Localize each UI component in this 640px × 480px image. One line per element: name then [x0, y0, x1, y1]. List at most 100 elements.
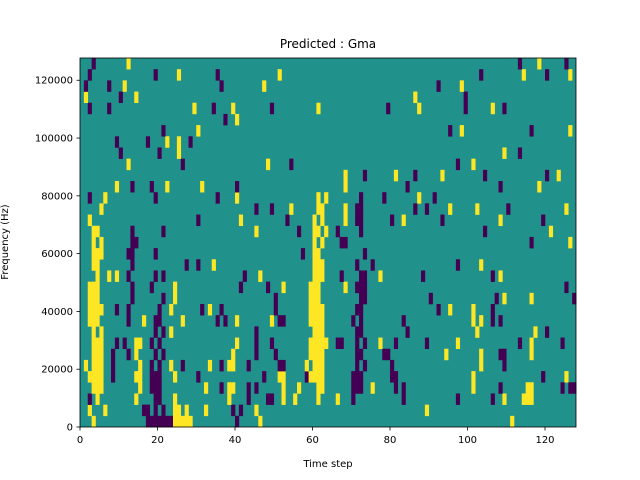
heatmap-cell [87, 69, 92, 81]
heatmap-cell [304, 359, 309, 372]
heatmap-cell [564, 281, 569, 294]
heatmap-cell [83, 80, 89, 92]
heatmap-cell [316, 192, 321, 204]
heatmap-cell [564, 58, 569, 70]
heatmap-cell [510, 415, 515, 428]
heatmap-cell [459, 125, 464, 137]
heatmap-cell [149, 337, 154, 350]
heatmap-cell [142, 315, 147, 327]
heatmap-cell [114, 337, 120, 350]
heatmap-cell [99, 203, 104, 215]
heatmap-cell [355, 359, 360, 372]
heatmap-cell [335, 225, 340, 238]
x-tick-label: 60 [306, 435, 319, 446]
heatmap-cell [281, 382, 286, 394]
heatmap-cell [308, 292, 321, 305]
heatmap-cell [254, 404, 259, 417]
heatmap-cell [517, 337, 523, 350]
heatmap-cell [118, 147, 123, 159]
heatmap-cell [277, 371, 286, 383]
heatmap-cell [91, 348, 104, 361]
heatmap-cell [126, 304, 131, 316]
heatmap-cell [440, 214, 445, 227]
heatmap-cell [149, 371, 162, 383]
heatmap-cell [149, 281, 154, 294]
heatmap-cells [80, 58, 577, 428]
heatmap-cell [335, 337, 344, 350]
y-tick-label: 120000 [35, 76, 73, 87]
heatmap-cell [91, 382, 104, 394]
heatmap-cell [297, 225, 302, 238]
heatmap-cell [455, 259, 461, 271]
heatmap-cell [91, 259, 100, 271]
heatmap-cell [308, 337, 329, 350]
heatmap-cell [153, 270, 158, 282]
heatmap-cell [114, 181, 120, 193]
heatmap-cell [204, 404, 209, 417]
heatmap-cell [130, 281, 135, 294]
heatmap-cell [235, 192, 240, 204]
heatmap-cell [254, 337, 259, 350]
heatmap-cell [359, 270, 368, 282]
heatmap-cell [254, 348, 259, 361]
heatmap-cell [362, 359, 368, 372]
heatmap-cell [490, 304, 495, 316]
heatmap-cell [351, 315, 356, 327]
heatmap-cell [316, 393, 321, 405]
heatmap-cell [471, 158, 476, 171]
heatmap-cell [417, 192, 422, 204]
heatmap-cell [122, 337, 127, 350]
heatmap-cell [401, 382, 406, 394]
heatmap-cell [269, 337, 275, 350]
heatmap-cell [223, 113, 228, 126]
heatmap-cell [157, 359, 162, 372]
heatmap-cell [312, 214, 317, 227]
heatmap-cell [281, 393, 286, 405]
heatmap-cell [204, 382, 209, 394]
heatmap-cell [564, 203, 569, 215]
heatmap-cell [304, 371, 309, 383]
heatmap-cell [161, 125, 166, 137]
heatmap-cell [463, 91, 468, 104]
heatmap-cell [238, 214, 244, 227]
heatmap-cell [91, 326, 96, 338]
heatmap-cell [196, 125, 201, 137]
heatmap-cell [254, 225, 259, 238]
heatmap-cell [355, 214, 364, 227]
heatmap-cell [107, 270, 112, 282]
heatmap-cell [246, 359, 251, 372]
heatmap-cell [545, 326, 550, 338]
heatmap-cell [87, 214, 92, 227]
heatmap-cell [134, 348, 139, 361]
heatmap-cell [285, 214, 290, 227]
heatmap-cell [157, 304, 162, 316]
heatmap-cell [432, 192, 437, 204]
heatmap-cell [289, 158, 294, 171]
heatmap-cell [103, 404, 108, 417]
heatmap-cell [192, 102, 197, 115]
heatmap-cell [231, 102, 236, 115]
heatmap-cell [235, 315, 240, 327]
heatmap-cell [87, 192, 92, 204]
heatmap-cell [537, 58, 542, 70]
heatmap-cell [153, 69, 158, 81]
heatmap-cell [188, 136, 193, 148]
heatmap-cell [386, 102, 391, 115]
heatmap-cell [254, 203, 259, 215]
heatmap-cell [87, 371, 104, 383]
y-tick-label: 0 [67, 423, 73, 434]
heatmap-cell [173, 371, 178, 383]
heatmap-cell [258, 270, 263, 282]
heatmap-cell [312, 326, 325, 338]
heatmap-cell [130, 225, 135, 238]
heatmap-cell [289, 203, 294, 215]
heatmap-cell [138, 359, 143, 372]
heatmap-cell [227, 359, 236, 372]
heatmap-cell [153, 192, 158, 204]
heatmap-cell [479, 69, 484, 81]
heatmap-cell [235, 113, 240, 126]
heatmap-cell [475, 326, 480, 338]
heatmap-cell [165, 181, 170, 193]
heatmap-cell [355, 326, 364, 338]
heatmap-cell [173, 393, 178, 405]
